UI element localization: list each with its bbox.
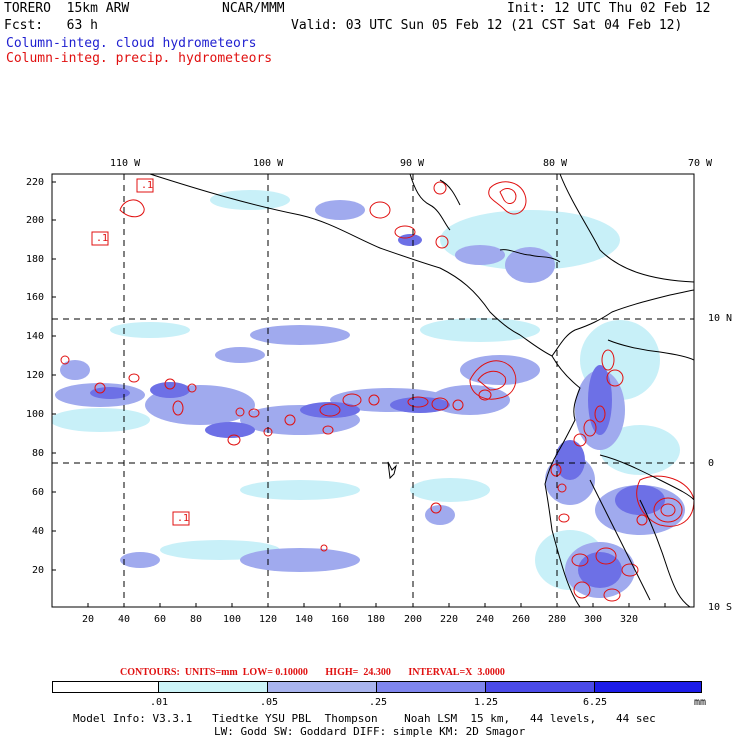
colorbar-label: .05 [260,697,279,708]
y-tick-label: 100 [26,409,45,420]
lat-label: 0 [708,458,715,469]
contours-info: CONTOURS: UNITS=mm LOW= 0.10000 HIGH= 24… [120,667,505,678]
y-tick-label: 120 [26,370,45,381]
x-tick-label: 320 [620,614,639,625]
axis-ticks [52,181,666,607]
y-tick-label: 60 [32,487,45,498]
colorbar-swatch [485,681,595,693]
colorbar-units: mm [694,697,707,708]
x-tick-label: 200 [404,614,423,625]
model-info-line1: Model Info: V3.3.1 Tiedtke YSU PBL Thomp… [73,712,656,725]
colorbar-swatch [594,681,702,693]
x-tick-label: 280 [548,614,567,625]
x-tick-label: 160 [331,614,350,625]
y-tick-label: 200 [26,215,45,226]
colorbar-swatch [267,681,377,693]
y-tick-label: 220 [26,177,45,188]
lon-label: 110 W [110,158,141,169]
lon-label: 90 W [400,158,425,169]
y-tick-label: 40 [32,526,45,537]
x-tick-label: 40 [118,614,131,625]
colorbar-swatch [52,681,159,693]
organization-label: NCAR/MMM [222,1,285,16]
colorbar-label: .01 [150,697,169,708]
x-tick-label: 60 [154,614,167,625]
lon-label: 100 W [253,158,284,169]
forecast-hour: Fcst: 63 h [4,18,98,33]
lat-label: 10 S [708,602,733,613]
colorbar-swatch [158,681,268,693]
map-frame [51,173,695,608]
lon-label: 70 W [688,158,713,169]
contour-label: .1 [177,513,190,524]
x-tick-label: 120 [259,614,278,625]
y-tick-label: 20 [32,565,45,576]
lat-label: 10 N [708,313,733,324]
x-tick-label: 180 [367,614,386,625]
x-tick-label: 80 [190,614,203,625]
colorbar-label: 1.25 [474,697,499,708]
field-precip-label: Column-integ. precip. hydrometeors [6,51,273,66]
cloud-hydrometeor-field [52,190,685,598]
x-tick-label: 240 [476,614,495,625]
x-tick-label: 300 [584,614,603,625]
field-cloud-label: Column-integ. cloud hydrometeors [6,36,257,51]
y-tick-label: 160 [26,292,45,303]
x-tick-label: 100 [223,614,242,625]
x-tick-label: 220 [440,614,459,625]
lon-label: 80 W [543,158,568,169]
valid-time: Valid: 03 UTC Sun 05 Feb 12 (21 CST Sat … [291,18,683,33]
graticule [52,174,694,607]
x-tick-label: 260 [512,614,531,625]
y-tick-label: 140 [26,331,45,342]
x-tick-label: 140 [295,614,314,625]
y-tick-label: 180 [26,254,45,265]
init-time: Init: 12 UTC Thu 02 Feb 12 [507,1,711,16]
contour-label-boxes [91,178,190,526]
y-tick-label: 80 [32,448,45,459]
contour-label: .1 [96,233,109,244]
colorbar-label: 6.25 [583,697,608,708]
model-info-line2: LW: Godd SW: Goddard DIFF: simple KM: 2D… [214,725,526,738]
colorbar-label: .25 [369,697,388,708]
model-title: TORERO 15km ARW [4,1,130,16]
x-tick-label: 20 [82,614,95,625]
contour-label: .1 [141,180,154,191]
precip-contours [60,181,694,602]
colorbar-swatch [376,681,486,693]
coastlines [149,174,694,607]
